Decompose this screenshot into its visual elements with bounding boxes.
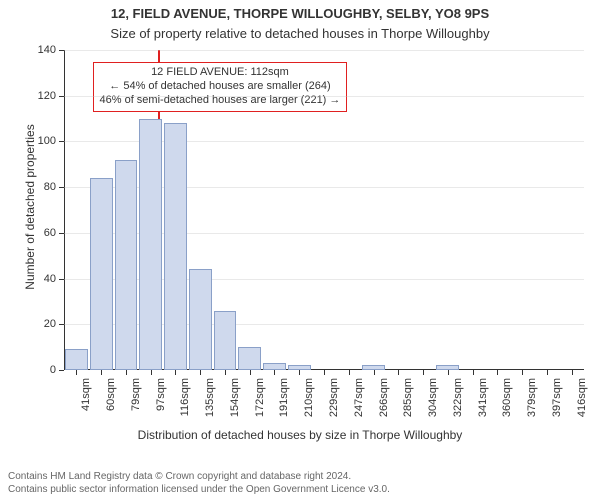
x-tick — [76, 370, 77, 375]
x-tick-label: 135sqm — [204, 378, 216, 428]
histogram-bar — [238, 347, 261, 370]
y-tick-label: 60 — [26, 227, 56, 239]
y-tick-label: 40 — [26, 273, 56, 285]
x-tick-label: 341sqm — [477, 378, 489, 428]
x-tick — [473, 370, 474, 375]
x-tick — [448, 370, 449, 375]
x-tick-label: 191sqm — [278, 378, 290, 428]
x-tick-label: 247sqm — [353, 378, 365, 428]
x-tick-label: 60sqm — [105, 378, 117, 428]
y-tick — [59, 141, 64, 142]
x-tick-label: 116sqm — [179, 378, 191, 428]
y-tick-label: 100 — [26, 135, 56, 147]
x-tick — [398, 370, 399, 375]
x-tick-label: 210sqm — [303, 378, 315, 428]
histogram-bar — [263, 363, 286, 370]
x-tick-label: 379sqm — [526, 378, 538, 428]
y-tick — [59, 187, 64, 188]
x-tick-label: 285sqm — [402, 378, 414, 428]
x-tick — [250, 370, 251, 375]
x-tick — [547, 370, 548, 375]
gridline — [64, 96, 584, 97]
y-tick — [59, 96, 64, 97]
x-tick — [497, 370, 498, 375]
annotation-line: 12 FIELD AVENUE: 112sqm — [100, 66, 341, 80]
x-tick-label: 397sqm — [551, 378, 563, 428]
x-tick-label: 229sqm — [328, 378, 340, 428]
histogram-bar — [115, 160, 138, 370]
attribution-footer: Contains HM Land Registry data © Crown c… — [8, 471, 390, 496]
x-tick — [101, 370, 102, 375]
histogram-bar — [139, 119, 162, 370]
x-tick — [126, 370, 127, 375]
x-tick-label: 172sqm — [254, 378, 266, 428]
y-tick — [59, 279, 64, 280]
y-tick-label: 0 — [26, 364, 56, 376]
x-tick — [151, 370, 152, 375]
x-tick-label: 154sqm — [229, 378, 241, 428]
y-axis-label: Number of detached properties — [23, 87, 37, 327]
x-tick — [175, 370, 176, 375]
y-tick — [59, 233, 64, 234]
chart-title-line1: 12, FIELD AVENUE, THORPE WILLOUGHBY, SEL… — [0, 6, 600, 21]
histogram-bar — [65, 349, 88, 370]
y-tick-label: 140 — [26, 44, 56, 56]
x-tick — [299, 370, 300, 375]
y-tick — [59, 324, 64, 325]
x-tick — [200, 370, 201, 375]
x-tick — [274, 370, 275, 375]
y-tick — [59, 370, 64, 371]
x-tick — [572, 370, 573, 375]
x-tick-label: 416sqm — [576, 378, 588, 428]
chart-plot-area: 12 FIELD AVENUE: 112sqm← 54% of detached… — [64, 50, 584, 370]
x-tick-label: 41sqm — [80, 378, 92, 428]
histogram-bar — [90, 178, 113, 370]
histogram-bar — [189, 269, 212, 370]
annotation-box: 12 FIELD AVENUE: 112sqm← 54% of detached… — [93, 62, 348, 111]
x-tick-label: 97sqm — [155, 378, 167, 428]
y-tick-label: 20 — [26, 318, 56, 330]
x-tick-label: 266sqm — [378, 378, 390, 428]
x-tick — [423, 370, 424, 375]
y-tick — [59, 50, 64, 51]
chart-title-line2: Size of property relative to detached ho… — [0, 26, 600, 41]
x-tick — [225, 370, 226, 375]
x-tick — [374, 370, 375, 375]
x-axis-label: Distribution of detached houses by size … — [0, 428, 600, 442]
footer-line-2: Contains public sector information licen… — [8, 484, 390, 497]
footer-line-1: Contains HM Land Registry data © Crown c… — [8, 471, 390, 484]
x-tick — [522, 370, 523, 375]
gridline — [64, 50, 584, 51]
x-tick — [349, 370, 350, 375]
x-tick-label: 304sqm — [427, 378, 439, 428]
x-tick-label: 322sqm — [452, 378, 464, 428]
x-tick — [324, 370, 325, 375]
annotation-line: ← 54% of detached houses are smaller (26… — [100, 80, 341, 94]
y-tick-label: 80 — [26, 181, 56, 193]
x-tick-label: 79sqm — [130, 378, 142, 428]
histogram-bar — [214, 311, 237, 370]
histogram-bar — [164, 123, 187, 370]
y-tick-label: 120 — [26, 90, 56, 102]
x-tick-label: 360sqm — [501, 378, 513, 428]
